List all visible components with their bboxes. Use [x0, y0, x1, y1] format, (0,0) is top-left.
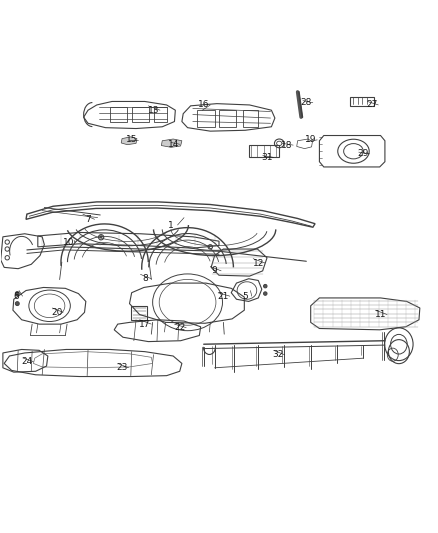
- Text: 20: 20: [51, 308, 62, 317]
- Text: 19: 19: [305, 135, 316, 144]
- Bar: [249, 145, 279, 157]
- Text: 16: 16: [198, 100, 209, 109]
- Bar: [110, 107, 127, 123]
- Ellipse shape: [264, 285, 267, 288]
- Text: 9: 9: [212, 266, 218, 276]
- Polygon shape: [121, 137, 137, 144]
- Ellipse shape: [264, 292, 267, 295]
- Text: 12: 12: [253, 259, 264, 268]
- Bar: [219, 110, 237, 127]
- Ellipse shape: [100, 236, 102, 238]
- Text: 1: 1: [168, 221, 174, 230]
- Text: 14: 14: [167, 140, 179, 149]
- Bar: [243, 110, 258, 127]
- Bar: [132, 107, 149, 123]
- Text: 7: 7: [85, 215, 91, 224]
- Text: 11: 11: [375, 310, 386, 319]
- Bar: [350, 97, 374, 106]
- Bar: [131, 306, 148, 320]
- Text: 10: 10: [63, 238, 74, 247]
- Bar: [153, 107, 166, 123]
- Text: 31: 31: [261, 153, 273, 162]
- Ellipse shape: [15, 292, 19, 295]
- Text: 21: 21: [218, 292, 229, 301]
- Text: 8: 8: [142, 274, 148, 283]
- Polygon shape: [161, 139, 182, 147]
- Ellipse shape: [15, 302, 19, 305]
- Text: 18: 18: [281, 141, 293, 150]
- Text: 5: 5: [242, 292, 248, 301]
- Text: 32: 32: [272, 350, 284, 359]
- Text: 22: 22: [174, 323, 185, 332]
- Bar: [197, 110, 215, 127]
- Text: 28: 28: [300, 98, 312, 107]
- Text: 24: 24: [21, 357, 32, 366]
- Text: 29: 29: [357, 149, 369, 158]
- Text: 13: 13: [148, 106, 159, 115]
- Text: 17: 17: [139, 320, 151, 329]
- Text: 6: 6: [13, 292, 19, 301]
- Text: 27: 27: [366, 100, 378, 109]
- Text: 15: 15: [126, 135, 138, 144]
- Text: 23: 23: [117, 364, 128, 372]
